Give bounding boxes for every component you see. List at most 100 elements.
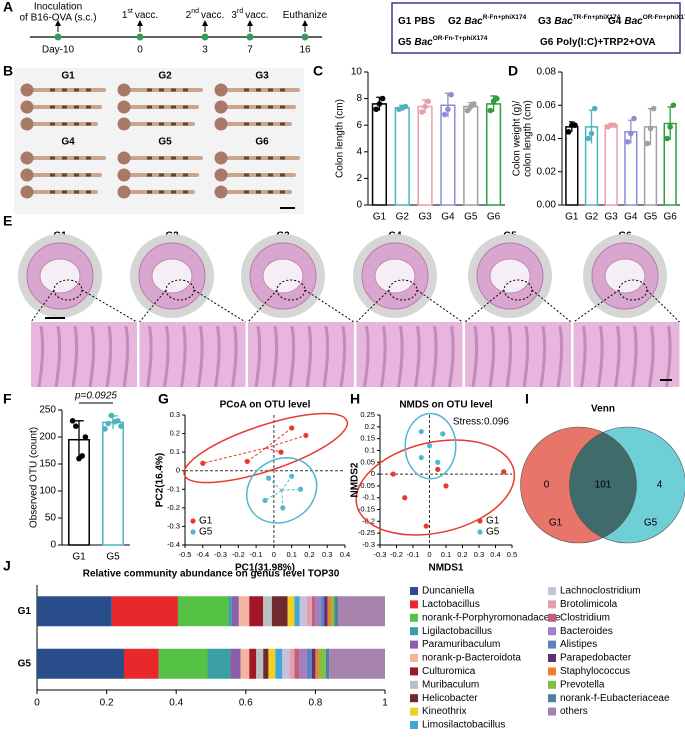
lumen xyxy=(151,258,193,294)
panel-label: B xyxy=(3,63,13,79)
crypt xyxy=(231,325,238,388)
colon-content xyxy=(147,105,152,109)
data-point xyxy=(426,443,433,449)
day-label: Day-10 xyxy=(42,45,75,56)
panel-label: A xyxy=(3,0,13,15)
event-sup: rd xyxy=(237,8,243,15)
colon-content xyxy=(171,105,176,109)
time-point xyxy=(301,33,309,41)
bar-segment xyxy=(338,596,385,627)
group-name: Bac xyxy=(624,16,643,27)
crypt xyxy=(448,325,455,388)
bar-segment xyxy=(315,648,319,679)
lumen xyxy=(39,258,81,294)
colon-content xyxy=(244,88,249,92)
panel-label: C xyxy=(313,63,323,79)
data-point xyxy=(418,428,424,435)
bar-segment xyxy=(231,596,239,627)
data-point xyxy=(628,130,634,137)
zoom-line xyxy=(464,289,505,323)
data-point xyxy=(102,426,108,432)
bar-segment xyxy=(238,596,250,627)
colon-content xyxy=(147,122,152,126)
colon-content xyxy=(62,105,67,109)
day-label: 0 xyxy=(137,45,143,56)
legend-label: Muribaculum xyxy=(422,679,479,690)
crypt xyxy=(580,325,587,388)
colon-content xyxy=(244,122,249,126)
data-point xyxy=(82,434,89,440)
x-tick-label: 0.4 xyxy=(490,550,500,559)
confidence-ellipse xyxy=(404,412,457,480)
colon-content xyxy=(244,173,249,177)
crypt xyxy=(397,325,404,388)
legend-marker xyxy=(477,518,483,524)
legend-label: Alistipes xyxy=(560,639,597,650)
colon-strip xyxy=(224,88,300,92)
event-num: 2 xyxy=(186,10,192,21)
legend-label: Culturomica xyxy=(422,666,476,677)
centroid-line xyxy=(265,434,307,449)
data-point xyxy=(108,412,115,419)
colon-content xyxy=(86,122,91,126)
photo-label: G3 xyxy=(255,71,269,82)
y-tick-label: 0.15 xyxy=(360,434,375,443)
data-point xyxy=(373,106,380,113)
colon-content xyxy=(50,190,55,194)
colon-content xyxy=(62,190,67,194)
colon-content xyxy=(280,105,285,109)
data-point xyxy=(280,505,286,511)
venn-label: G1 xyxy=(549,518,563,529)
y-tick-label: 0.08 xyxy=(537,67,557,78)
colon-content xyxy=(147,156,152,160)
data-point xyxy=(664,135,670,142)
legend-swatch xyxy=(548,654,556,662)
colon-cecum xyxy=(214,168,228,182)
legend-label: norank-f-Porphyromonadaceae xyxy=(422,612,561,623)
panel-label: F xyxy=(3,391,12,407)
data-point xyxy=(419,109,425,115)
centroid-line xyxy=(264,489,282,501)
x-tick-label: -0.4 xyxy=(196,550,209,559)
event-label: Inoculation xyxy=(34,2,82,13)
bar xyxy=(394,107,410,206)
colon-content xyxy=(86,105,91,109)
y-axis-label: PC2(16.4%) xyxy=(155,453,166,507)
colon-content xyxy=(183,190,188,194)
data-point xyxy=(262,497,268,504)
bar-segment xyxy=(177,596,229,627)
data-point xyxy=(611,122,618,128)
zoom-image xyxy=(465,322,571,387)
data-point xyxy=(443,483,449,489)
colon-content xyxy=(183,105,188,109)
colon-content xyxy=(74,122,79,126)
colon-content xyxy=(62,173,67,177)
colon-cecum xyxy=(20,185,34,199)
crypt xyxy=(471,325,479,388)
colon-cecum xyxy=(117,100,131,114)
colon-content xyxy=(171,156,176,160)
chart-title: NMDS on OTU level xyxy=(399,400,493,411)
x-tick-label: 0 xyxy=(427,550,431,559)
x-tick-label: G1 xyxy=(373,212,387,223)
colon-content xyxy=(50,88,55,92)
data-point xyxy=(115,418,121,424)
crypt xyxy=(322,325,330,388)
bar-segment xyxy=(311,596,316,627)
colon-content xyxy=(256,190,261,194)
y-tick-label: 0.06 xyxy=(537,100,557,111)
legend-label: Bacteroides xyxy=(560,626,613,637)
x-tick-label: -0.1 xyxy=(250,550,263,559)
centroid-line xyxy=(265,427,292,449)
group-id: G5 xyxy=(398,37,412,48)
legend-swatch xyxy=(548,613,556,622)
legend-label: G5 xyxy=(486,527,500,538)
colon-content xyxy=(244,190,249,194)
crypt xyxy=(271,325,279,388)
group-id: G6 xyxy=(540,37,554,48)
panel-label: I xyxy=(525,391,529,407)
zoom-line xyxy=(573,289,620,323)
bar-segment xyxy=(263,596,272,627)
legend-label: others xyxy=(560,706,588,717)
colon-content xyxy=(86,173,91,177)
